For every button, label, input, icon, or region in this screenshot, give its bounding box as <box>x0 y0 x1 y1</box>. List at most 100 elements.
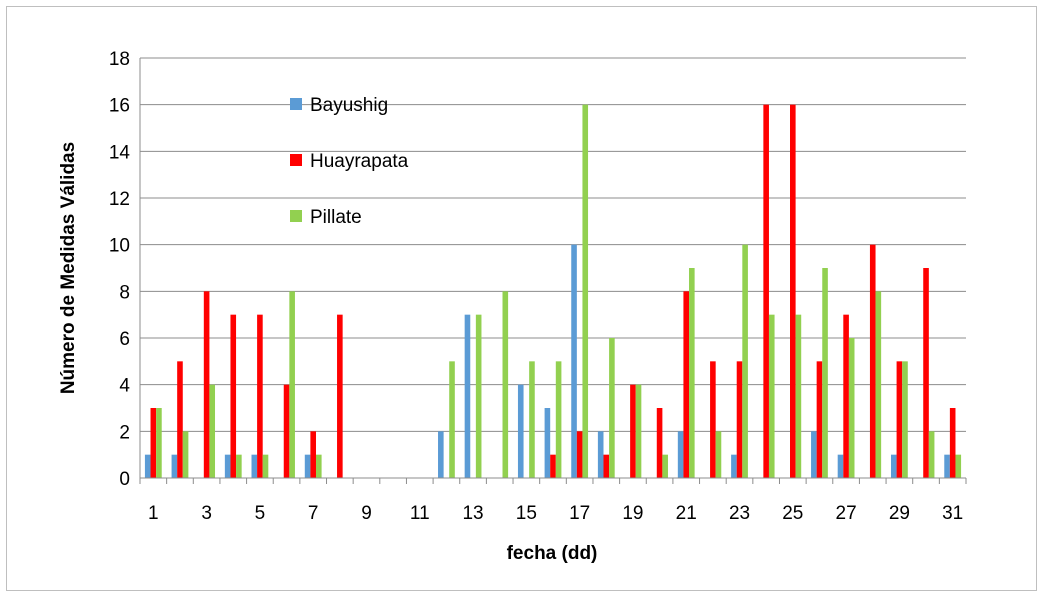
x-axis-title: fecha (dd) <box>507 543 598 564</box>
bar-pillate-13 <box>475 314 482 478</box>
y-tick-label: 2 <box>119 422 130 443</box>
bar-huayrapata-25 <box>790 104 796 479</box>
bar-pillate-3 <box>209 384 216 478</box>
x-tick-label: 7 <box>308 503 319 524</box>
bar-huayrapata-19 <box>630 384 636 478</box>
bar-bayushig-12 <box>438 431 444 478</box>
bar-pillate-12 <box>449 361 455 478</box>
bar-huayrapata-6 <box>283 384 290 478</box>
bar-pillate-16 <box>555 361 562 478</box>
bar-pillate-2 <box>182 431 189 478</box>
chart-frame <box>6 6 1037 591</box>
bar-bayushig-13 <box>464 314 471 478</box>
x-tick-labels: 1 3 5 7 9 11 13 15 17 19 21 23 25 27 29 31 <box>148 503 963 524</box>
bar-huayrapata-3 <box>203 291 210 478</box>
bar-pillate-21 <box>689 268 695 478</box>
bar-pillate-23 <box>742 244 748 478</box>
x-tick-label: 1 <box>148 503 159 524</box>
bar-bayushig-1 <box>144 454 151 478</box>
bar-bayushig-2 <box>171 454 178 478</box>
bar-pillate-31 <box>955 454 962 478</box>
bar-bayushig-7 <box>304 454 311 478</box>
bar-huayrapata-20 <box>656 408 663 478</box>
bar-bayushig-16 <box>544 408 551 478</box>
bar-huayrapata-16 <box>550 454 556 478</box>
bar-pillate-17 <box>582 104 589 479</box>
y-tick-label: 18 <box>109 49 130 70</box>
bar-bayushig-4 <box>224 454 231 478</box>
bar-bayushig-23 <box>731 454 737 478</box>
x-tick-label: 21 <box>676 503 697 524</box>
y-tick-label: 10 <box>109 236 130 257</box>
bar-pillate-29 <box>902 361 908 478</box>
legend-swatch-huayrapata <box>290 154 302 166</box>
bar-pillate-18 <box>609 338 615 478</box>
legend-label-huayrapata: Huayrapata <box>310 151 409 172</box>
y-tick-label: 14 <box>109 142 131 163</box>
bar-pillate-25 <box>795 314 802 478</box>
gridlines <box>140 57 966 432</box>
bar-huayrapata-28 <box>869 244 876 478</box>
bar-huayrapata-31 <box>949 408 956 478</box>
bar-huayrapata-1 <box>150 408 157 478</box>
bar-pillate-19 <box>635 384 642 478</box>
y-tick-label: 6 <box>119 329 130 350</box>
x-tick-label: 13 <box>462 503 483 524</box>
legend-swatch-bayushig <box>290 98 302 110</box>
bar-pillate-27 <box>848 338 855 478</box>
bar-bayushig-21 <box>677 431 684 478</box>
x-tick-label: 29 <box>889 503 910 524</box>
bar-huayrapata-5 <box>257 314 263 478</box>
legend-swatch-pillate <box>290 210 302 222</box>
y-tick-label: 12 <box>109 189 130 210</box>
x-tick-label: 9 <box>361 503 372 524</box>
bar-pillate-20 <box>662 454 668 478</box>
bar-bayushig-17 <box>571 244 577 478</box>
bar-pillate-1 <box>156 408 162 478</box>
y-tick-labels: 0 2 4 6 8 10 12 14 16 18 <box>109 49 131 490</box>
x-tick-label: 31 <box>942 503 963 524</box>
bar-bayushig-26 <box>811 431 817 478</box>
bar-pillate-6 <box>289 291 295 478</box>
bar-pillate-15 <box>529 361 535 478</box>
bar-huayrapata-2 <box>177 361 183 478</box>
axes <box>139 58 967 484</box>
bar-huayrapata-22 <box>710 361 716 478</box>
x-tick-label: 25 <box>782 503 803 524</box>
bar-pillate-5 <box>262 454 269 478</box>
bar-pillate-7 <box>315 454 322 478</box>
bar-huayrapata-17 <box>576 431 583 478</box>
x-tick-label: 17 <box>569 503 590 524</box>
bar-bayushig-27 <box>837 454 844 478</box>
legend: Bayushig Huayrapata Pillate <box>290 95 409 228</box>
legend-label-pillate: Pillate <box>310 207 362 228</box>
bar-huayrapata-27 <box>843 314 849 478</box>
bar-huayrapata-29 <box>896 361 903 478</box>
bar-huayrapata-4 <box>230 314 237 478</box>
x-tick-label: 27 <box>836 503 857 524</box>
bar-huayrapata-18 <box>603 454 610 478</box>
bar-pillate-4 <box>236 454 242 478</box>
bars <box>144 104 962 479</box>
y-tick-label: 8 <box>119 282 130 303</box>
y-tick-label: 16 <box>109 96 130 117</box>
bar-pillate-24 <box>768 314 775 478</box>
bar-pillate-22 <box>715 431 722 478</box>
bar-huayrapata-7 <box>310 431 316 478</box>
x-tick-label: 19 <box>622 503 643 524</box>
bar-huayrapata-24 <box>763 104 769 479</box>
bar-pillate-28 <box>875 291 882 478</box>
bar-bayushig-29 <box>890 454 897 478</box>
y-tick-label: 4 <box>119 376 130 397</box>
bar-huayrapata-8 <box>337 314 343 478</box>
x-tick-label: 11 <box>410 503 430 524</box>
x-tick-label: 3 <box>201 503 212 524</box>
x-tick-label: 5 <box>255 503 266 524</box>
bar-bayushig-31 <box>944 454 950 478</box>
bar-pillate-14 <box>502 291 509 478</box>
bar-bayushig-5 <box>251 454 258 478</box>
bar-huayrapata-21 <box>683 291 690 478</box>
bar-huayrapata-30 <box>923 268 929 478</box>
bar-huayrapata-26 <box>816 361 823 478</box>
